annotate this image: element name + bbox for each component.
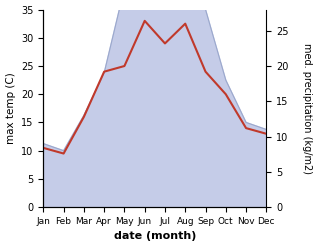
Y-axis label: med. precipitation (kg/m2): med. precipitation (kg/m2) [302,43,313,174]
X-axis label: date (month): date (month) [114,231,196,242]
Y-axis label: max temp (C): max temp (C) [5,72,16,144]
